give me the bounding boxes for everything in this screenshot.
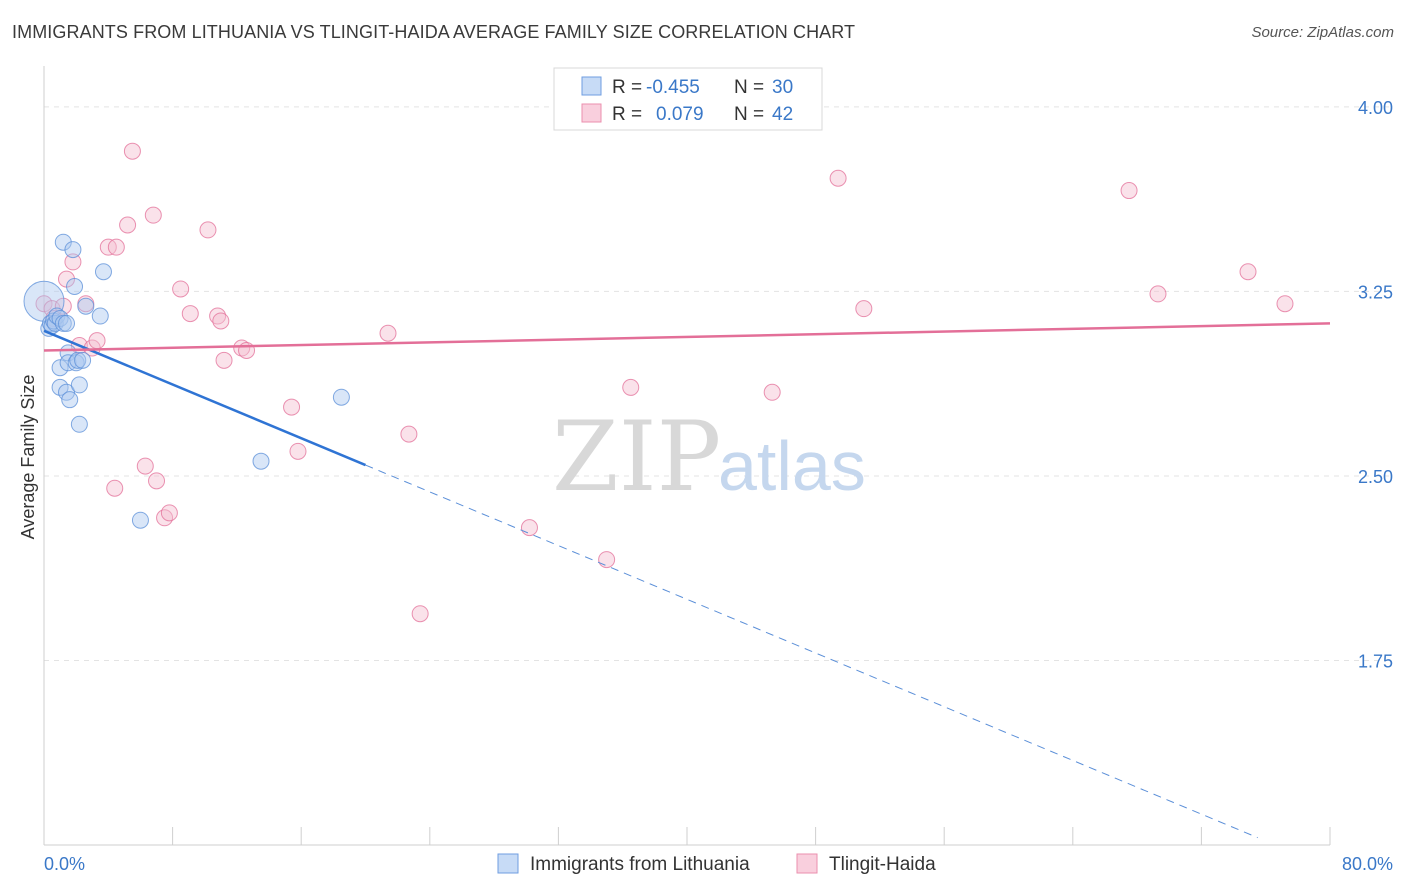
point-tlingit [400,425,418,443]
stats-n-label-tlingit: N = [734,104,764,125]
stats-legend: R = -0.455 N = 30 R = 0.079 N = 42 [553,67,823,131]
point-lithuania [77,297,95,315]
chart-title: IMMIGRANTS FROM LITHUANIA VS TLINGIT-HAI… [12,22,856,42]
point-lithuania [23,280,65,322]
point-tlingit [1239,263,1257,281]
stats-n-value-tlingit: 42 [772,104,793,125]
stats-n-value-lithuania: 30 [772,77,793,98]
point-tlingit [119,216,137,234]
point-lithuania [91,307,109,325]
stats-r-value-lithuania: -0.455 [646,77,700,98]
point-lithuania [61,391,79,409]
point-tlingit [123,142,141,160]
point-tlingit [88,332,106,350]
point-tlingit [233,339,251,357]
legend-label-tlingit: Tlingit-Haida [829,854,936,875]
y-tick-label: 3.25 [1358,282,1393,302]
point-lithuania [332,388,350,406]
point-tlingit [1149,285,1167,303]
trend-line-lithuania [43,329,366,467]
point-tlingit [64,253,82,271]
y-tick-label: 2.50 [1358,467,1393,487]
point-lithuania [58,314,76,332]
point-lithuania [51,359,69,377]
legend-swatch-lithuania [497,853,519,874]
point-tlingit [598,551,616,569]
point-lithuania [69,351,87,369]
point-tlingit [763,383,781,401]
point-tlingit [107,238,125,256]
point-tlingit [1120,182,1138,200]
point-tlingit [136,457,154,475]
watermark-zip: ZIP [552,401,721,513]
point-tlingit [283,398,301,416]
point-tlingit [172,280,190,298]
point-tlingit [35,295,53,313]
point-tlingit [148,472,166,490]
trend-line-lithuania-extrapolated [365,464,1258,839]
point-tlingit [212,312,230,330]
legend-swatch-tlingit [796,853,818,874]
point-tlingit [379,324,397,342]
point-tlingit [106,479,124,497]
point-lithuania [252,452,270,470]
watermark-atlas: atlas [718,427,866,505]
series-legend: Immigrants from Lithuania Tlingit-Haida [497,853,936,875]
point-tlingit [160,504,178,522]
point-lithuania [70,376,88,394]
point-tlingit [1276,295,1294,313]
point-lithuania [70,415,88,433]
legend-label-lithuania: Immigrants from Lithuania [530,854,750,875]
x-tick-label-min: 0.0% [44,854,85,874]
trend-lines [43,322,1331,839]
grid [44,106,1393,661]
point-tlingit [209,307,227,325]
point-tlingit [156,509,174,527]
stats-r-label-tlingit: R = [612,104,642,125]
point-lithuania [131,511,149,529]
y-axis-label: Average Family Size [18,375,38,540]
stats-r-value-tlingit: 0.079 [656,104,704,125]
stats-n-label-lithuania: N = [734,77,764,98]
stats-swatch-tlingit [581,103,602,123]
data-points [23,142,1294,623]
point-tlingit [144,206,162,224]
watermark: ZIP atlas [552,401,866,513]
x-tick-label-max: 80.0% [1342,854,1393,874]
trend-line-tlingit [43,322,1331,352]
point-tlingit [215,351,233,369]
point-tlingit [199,221,217,239]
point-tlingit [622,378,640,396]
point-tlingit [520,519,538,537]
point-tlingit [181,305,199,323]
point-lithuania [74,351,92,369]
y-tick-label: 1.75 [1358,651,1393,671]
point-tlingit [855,300,873,318]
point-tlingit [411,605,429,623]
stats-r-label-lithuania: R = [612,77,642,98]
axes: 4.00 3.25 2.50 1.75 [43,66,1393,846]
point-tlingit [829,169,847,187]
point-lithuania [64,241,82,259]
y-tick-label: 4.00 [1358,98,1393,118]
point-lithuania [94,263,112,281]
chart-source: Source: ZipAtlas.com [1251,24,1394,41]
point-tlingit [289,442,307,460]
point-lithuania [66,278,84,296]
stats-swatch-lithuania [581,76,602,96]
